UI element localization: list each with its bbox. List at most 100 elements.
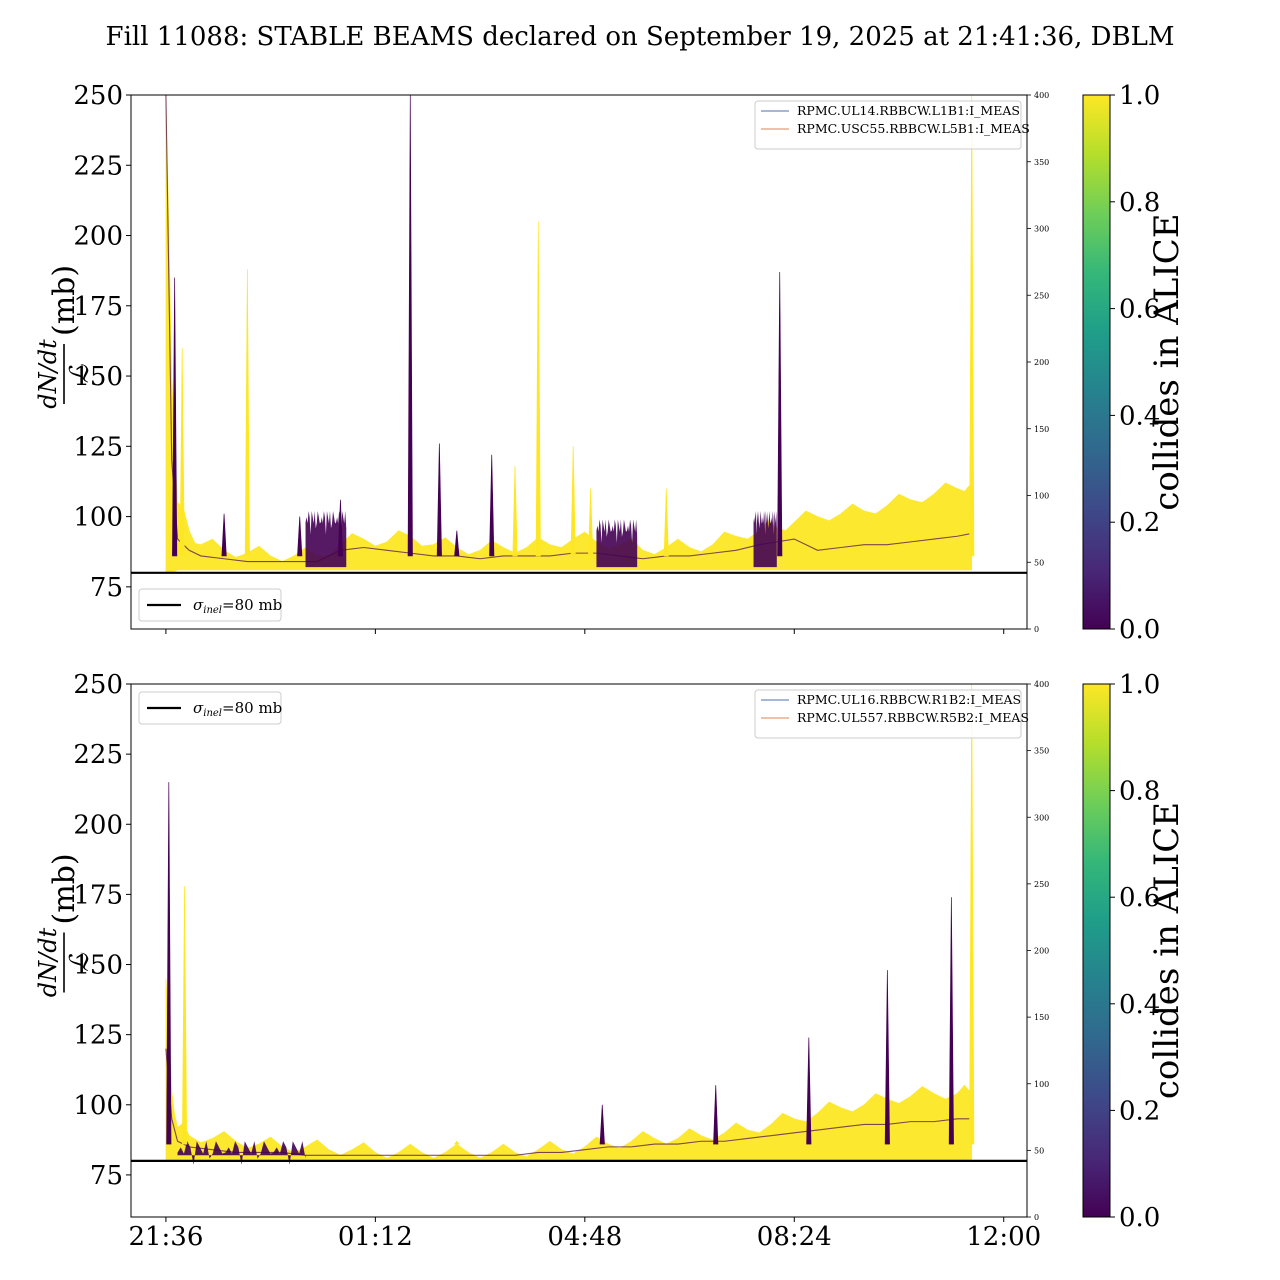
colorbar-label: collides in ALICE	[1147, 802, 1187, 1099]
y2tick-label-5: 250	[1034, 880, 1049, 889]
y2tick-label-6: 300	[1034, 813, 1049, 822]
ytick-label-6: 225	[73, 740, 123, 770]
signal-core-line	[165, 1048, 972, 1156]
spike-16	[969, 95, 975, 557]
ytick-label-0: 75	[90, 573, 123, 603]
y2tick-label-1: 50	[1034, 558, 1044, 567]
ytick-label-5: 200	[73, 810, 123, 840]
series-legend-label-0: RPMC.UL16.RBBCW.R1B2:I_MEAS	[797, 692, 1021, 707]
ytick-label-5: 200	[73, 222, 123, 252]
y2tick-label-0: 0	[1034, 1213, 1039, 1222]
bottom-colorbar: 0.0 0.2 0.4 0.6 0.8 1.0 collides in ALICE	[1082, 670, 1187, 1233]
y2tick-label-0: 0	[1034, 625, 1039, 634]
colorbar-label: collides in ALICE	[1147, 213, 1187, 510]
y2tick-label-8: 400	[1034, 91, 1049, 100]
signal-band	[165, 95, 973, 574]
xtick-label-2: 04:48	[547, 1222, 622, 1252]
top-panel: 75 100 125 150 175 200 225 250 0 50 100 150 200 250 30…	[34, 81, 1049, 634]
spike-10	[512, 465, 518, 557]
spike-8	[969, 684, 975, 1145]
ytick-label-0: 75	[90, 1161, 123, 1191]
colorbar-tick-label-2: 0.4	[1119, 401, 1160, 431]
spike-1	[179, 347, 185, 557]
colorbar-tick-label-1: 0.2	[1119, 1096, 1160, 1126]
ylabel-unit: (mb)	[47, 853, 82, 924]
series-legend-label-1: RPMC.UL557.RBBCW.R5B2:I_MEAS	[797, 710, 1029, 725]
colorbar-gradient	[1082, 683, 1111, 1218]
ytick-label-1: 100	[73, 1091, 123, 1121]
spike-8	[454, 530, 460, 557]
spike-0	[166, 782, 172, 1145]
ylabel-denominator: ℒ	[65, 363, 95, 383]
reference-legend-label: σinel=80 mb	[193, 596, 282, 616]
ylabel-numerator: dN/dt	[34, 927, 62, 997]
ylabel-denominator: ℒ	[65, 952, 95, 972]
colorbar-gradient	[1082, 94, 1111, 630]
y2tick-label-7: 350	[1034, 158, 1049, 167]
spike-4	[713, 1085, 719, 1145]
ytick-label-3: 150	[73, 362, 123, 392]
colorbar-tick-label-5: 1.0	[1119, 81, 1160, 111]
spike-15	[777, 272, 783, 557]
spike-3	[244, 269, 250, 557]
ytick-label-3: 150	[73, 951, 123, 981]
colorbar-tick-label-1: 0.2	[1119, 508, 1160, 538]
ytick-label-2: 125	[73, 1021, 123, 1051]
plot-area	[165, 684, 975, 1165]
bottom-panel: 75 100 125 150 175 200 225 250 0 50 100 150 200 250 30…	[34, 670, 1049, 1252]
plot-area	[165, 95, 975, 574]
ytick-label-7: 250	[73, 670, 123, 700]
y2tick-label-3: 150	[1034, 425, 1049, 434]
top-colorbar: 0.0 0.2 0.4 0.6 0.8 1.0 collides in ALICE	[1082, 81, 1187, 645]
colorbar-tick-label-4: 0.8	[1119, 188, 1160, 218]
reference-legend-box	[138, 588, 282, 622]
spike-11	[535, 221, 541, 557]
ytick-label-1: 100	[73, 503, 123, 533]
y2tick-label-5: 250	[1034, 291, 1049, 300]
reference-legend-box	[138, 691, 282, 725]
ytick-label-7: 250	[73, 81, 123, 111]
spike-4	[297, 516, 303, 557]
spike-14	[663, 488, 669, 557]
colorbar-tick-label-5: 1.0	[1119, 670, 1160, 700]
spike-6	[884, 970, 890, 1145]
spike-5	[337, 499, 344, 557]
spike-7	[436, 443, 442, 557]
signal-band	[165, 978, 973, 1162]
ylabel-unit: (mb)	[47, 265, 82, 336]
ytick-label-2: 125	[73, 432, 123, 462]
colorbar-tick-label-3: 0.6	[1119, 295, 1160, 325]
series-legend-label-0: RPMC.UL14.RBBCW.L1B1:I_MEAS	[797, 103, 1020, 118]
y2tick-label-6: 300	[1034, 225, 1049, 234]
series-legend: RPMC.UL16.RBBCW.R1B2:I_MEAS RPMC.UL557.RB…	[754, 689, 1029, 739]
reference-legend: σinel=80 mb	[138, 691, 282, 725]
colorbar-tick-label-0: 0.0	[1119, 1203, 1160, 1233]
spike-5	[806, 1037, 812, 1145]
y2tick-label-4: 200	[1034, 947, 1049, 956]
ylabel-numerator: dN/dt	[34, 339, 62, 409]
y2tick-label-7: 350	[1034, 747, 1049, 756]
xtick-label-0: 21:36	[128, 1222, 203, 1252]
spike-3	[599, 1104, 605, 1145]
xtick-label-3: 08:24	[757, 1222, 832, 1252]
spike-1	[181, 885, 188, 1145]
ytick-label-4: 175	[73, 880, 123, 910]
reference-legend-label: σinel=80 mb	[193, 699, 282, 719]
y2tick-label-1: 50	[1034, 1146, 1044, 1155]
band-bump-0	[305, 510, 347, 568]
series-legend-label-1: RPMC.USC55.RBBCW.L5B1:I_MEAS	[797, 121, 1030, 136]
y-axis-label: dN/dt ℒ (mb)	[34, 853, 95, 997]
colorbar-tick-label-4: 0.8	[1119, 777, 1160, 807]
band-bump-2	[753, 510, 777, 568]
colorbar-tick-label-3: 0.6	[1119, 883, 1160, 913]
y-axis-label: dN/dt ℒ (mb)	[34, 265, 95, 409]
chart-title: Fill 11088: STABLE BEAMS declared on Sep…	[106, 22, 1175, 52]
y2tick-label-3: 150	[1034, 1013, 1049, 1022]
ytick-label-6: 225	[73, 151, 123, 181]
colorbar-tick-label-0: 0.0	[1119, 615, 1160, 645]
spike-9	[489, 454, 495, 557]
series-legend-box	[754, 100, 1022, 150]
xtick-label-1: 01:12	[338, 1222, 413, 1252]
ytick-label-4: 175	[73, 292, 123, 322]
